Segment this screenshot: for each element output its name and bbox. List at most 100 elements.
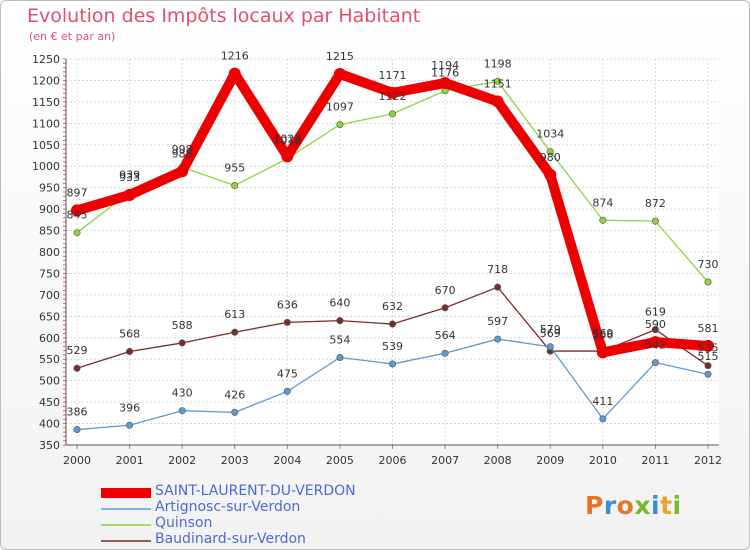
x-tick-label: 2002: [168, 454, 196, 467]
data-label: 430: [172, 387, 193, 400]
data-point: [704, 362, 712, 370]
data-point: [386, 86, 399, 99]
data-label: 1034: [536, 128, 564, 141]
legend-label: Artignosc-sur-Verdon: [155, 499, 301, 515]
data-label: 426: [224, 388, 245, 401]
y-tick-label: 600: [39, 332, 60, 345]
data-point: [651, 326, 659, 334]
data-point: [333, 68, 346, 81]
x-tick-label: 2005: [326, 454, 354, 467]
data-label: 718: [487, 263, 508, 276]
y-tick-label: 900: [39, 203, 60, 216]
proxiti-logo: Proxiti: [585, 491, 682, 520]
data-point: [283, 318, 291, 326]
logo-letter: x: [634, 491, 651, 520]
y-tick-label: 700: [39, 289, 60, 302]
y-tick-label: 400: [39, 418, 60, 431]
x-tick-label: 2008: [484, 454, 512, 467]
data-label: 872: [645, 197, 666, 210]
data-label: 554: [329, 334, 350, 347]
data-point: [596, 346, 609, 359]
data-label: 564: [435, 329, 456, 342]
y-tick-label: 1250: [32, 53, 60, 66]
data-point: [231, 182, 239, 190]
data-point: [494, 335, 502, 343]
data-point: [546, 343, 554, 351]
data-label: 640: [329, 297, 350, 310]
data-label: 535: [698, 342, 719, 355]
data-label: 632: [382, 300, 403, 313]
data-point: [388, 360, 396, 368]
data-point: [176, 165, 189, 178]
data-label: 566: [592, 328, 613, 341]
data-label: 1194: [431, 59, 459, 72]
data-point: [178, 339, 186, 347]
data-point: [123, 188, 136, 201]
y-tick-label: 1150: [32, 96, 60, 109]
data-point: [651, 359, 659, 367]
data-label: 955: [224, 162, 245, 175]
data-label: 1215: [326, 50, 354, 63]
data-point: [441, 304, 449, 312]
data-point: [336, 317, 344, 325]
legend-swatch-baudinard: [101, 540, 151, 542]
data-label: 1176: [431, 67, 459, 80]
data-point: [73, 364, 81, 372]
data-point: [231, 408, 239, 416]
data-label: 396: [119, 401, 140, 414]
data-label: 933: [119, 171, 140, 184]
data-label: 939: [119, 168, 140, 181]
data-label: 1151: [484, 77, 512, 90]
data-label: 1097: [326, 101, 354, 114]
legend-label: Quinson: [155, 515, 213, 531]
data-point: [281, 150, 294, 163]
data-label: 386: [67, 406, 88, 419]
data-point: [441, 349, 449, 357]
y-tick-label: 850: [39, 225, 60, 238]
y-tick-label: 950: [39, 182, 60, 195]
y-tick-label: 350: [39, 439, 60, 452]
data-point: [283, 387, 291, 395]
data-point: [73, 426, 81, 434]
data-point: [704, 278, 712, 286]
x-tick-label: 2009: [536, 454, 564, 467]
data-label: 590: [645, 318, 666, 331]
data-point: [599, 216, 607, 224]
data-point: [491, 95, 504, 108]
data-point: [71, 204, 83, 217]
chart-subtitle: (en € et par an): [29, 30, 116, 43]
data-label: 475: [277, 367, 298, 380]
logo-letter: o: [616, 491, 635, 520]
data-point: [228, 67, 241, 80]
data-point: [649, 336, 662, 349]
data-label: 569: [592, 327, 613, 340]
data-point: [599, 415, 607, 423]
data-label: 539: [382, 340, 403, 353]
data-point: [546, 148, 554, 156]
logo-letter: r: [603, 491, 617, 520]
data-label: 542: [645, 339, 666, 352]
data-label: 1171: [379, 69, 407, 82]
data-point: [388, 110, 396, 118]
data-point: [73, 229, 81, 237]
chart-title: Evolution des Impôts locaux par Habitant: [27, 5, 421, 27]
x-tick-label: 2001: [116, 454, 144, 467]
data-label: 670: [435, 284, 456, 297]
y-tick-label: 1050: [32, 139, 60, 152]
data-label: 1023: [273, 132, 301, 145]
y-tick-label: 1200: [32, 74, 60, 87]
data-label: 730: [698, 258, 719, 271]
y-tick-label: 650: [39, 310, 60, 323]
data-point: [388, 320, 396, 328]
x-tick-label: 2004: [273, 454, 301, 467]
data-label: 515: [698, 350, 719, 363]
data-label: 579: [540, 323, 561, 336]
data-label: 897: [67, 186, 88, 199]
y-tick-label: 1000: [32, 160, 60, 173]
logo-letter: i: [651, 491, 661, 520]
x-tick-label: 2010: [589, 454, 617, 467]
data-label: 1198: [484, 57, 512, 70]
data-label: 1018: [273, 135, 301, 148]
x-tick-label: 2006: [379, 454, 407, 467]
